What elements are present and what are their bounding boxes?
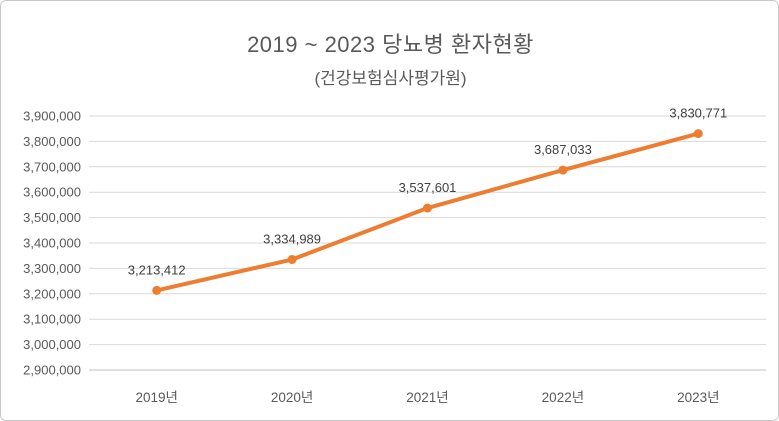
data-label: 3,537,601 [399,180,457,195]
data-label: 3,687,033 [534,142,592,157]
data-label: 3,830,771 [669,106,727,121]
y-axis-tick-label: 3,800,000 [23,134,81,149]
data-label: 3,334,989 [263,232,321,247]
x-axis-category-label: 2023년 [677,390,719,405]
data-point-marker [152,285,162,295]
y-axis-tick-label: 3,000,000 [23,337,81,352]
data-point-marker [287,255,297,265]
y-axis-tick-label: 3,900,000 [23,109,81,124]
y-axis-tick-label: 3,300,000 [23,261,81,276]
y-axis-tick-label: 3,200,000 [23,286,81,301]
data-label: 3,213,412 [128,262,186,277]
chart-subtitle: (건강보험심사평가원) [314,69,467,88]
data-point-marker [693,129,703,139]
y-axis-tick-label: 3,100,000 [23,312,81,327]
x-axis-category-label: 2020년 [271,390,313,405]
y-axis-tick-label: 3,600,000 [23,185,81,200]
x-axis-category-label: 2022년 [542,390,584,405]
x-axis-category-label: 2019년 [135,390,177,405]
data-point-marker [423,203,432,213]
x-axis-category-label: 2021년 [406,390,448,405]
y-axis-tick-label: 3,500,000 [23,210,81,225]
y-axis-tick-label: 2,900,000 [23,363,81,378]
data-point-marker [558,165,568,175]
y-axis-tick-label: 3,400,000 [23,236,81,251]
y-axis-tick-label: 3,700,000 [23,159,81,174]
chart-title: 2019 ~ 2023 당뇨병 환자현황 [247,32,534,57]
